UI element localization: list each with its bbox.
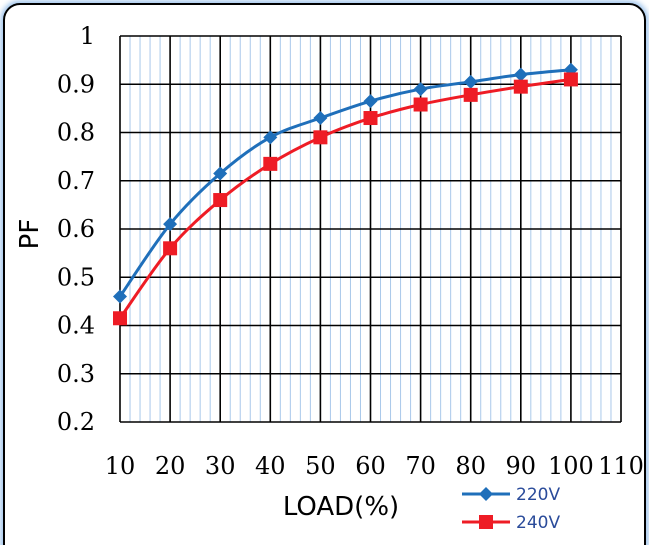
x-tick-label: 20 (155, 452, 186, 480)
y-tick-label: 0.3 (57, 360, 95, 388)
y-tick-label: 0.7 (57, 167, 95, 195)
x-axis-title: LOAD(%) (283, 492, 399, 522)
legend-label-220V: 220V (516, 485, 560, 505)
legend-marker-220V (479, 487, 493, 501)
x-tick-label: 50 (305, 452, 336, 480)
data-point-240V (513, 79, 528, 94)
x-tick-label: 40 (255, 452, 286, 480)
data-point-240V (113, 311, 127, 326)
data-point-240V (163, 241, 178, 256)
x-tick-label: 60 (355, 452, 386, 480)
data-point-240V (563, 72, 578, 87)
x-tick-label: 100 (548, 452, 594, 480)
x-tick-label: 10 (105, 452, 136, 480)
data-point-220V (163, 217, 178, 232)
y-tick-label: 0.5 (57, 263, 95, 291)
data-point-240V (213, 193, 228, 208)
data-point-220V (463, 74, 478, 89)
data-point-220V (513, 67, 528, 82)
data-point-220V (263, 130, 278, 145)
y-tick-label: 0.9 (57, 70, 95, 98)
series-line-240V (118, 77, 572, 320)
data-point-220V (363, 94, 378, 109)
y-tick-label: 0.6 (57, 215, 95, 243)
data-point-240V (263, 156, 278, 171)
x-tick-label: 70 (405, 452, 436, 480)
series-line-220V (118, 68, 572, 298)
x-tick-label: 30 (205, 452, 236, 480)
y-tick-label: 0.2 (57, 408, 95, 436)
panel-border (3, 3, 646, 545)
y-tick-label: 0.8 (57, 119, 95, 147)
y-tick-label: 0.4 (57, 312, 95, 340)
data-point-240V (463, 87, 478, 102)
data-point-240V (363, 111, 378, 126)
x-tick-label: 90 (506, 452, 537, 480)
x-tick-label: 80 (455, 452, 486, 480)
grid (119, 35, 622, 423)
data-point-240V (413, 97, 428, 112)
series (113, 62, 578, 326)
data-point-220V (113, 289, 127, 304)
legend: 220V 240V (462, 485, 560, 533)
y-tick-label: 1 (80, 22, 95, 50)
y-axis-title: PF (15, 219, 45, 250)
data-point-220V (213, 166, 228, 181)
data-point-240V (313, 130, 328, 145)
x-tick-label: 110 (598, 452, 644, 480)
data-point-220V (413, 82, 428, 97)
data-point-220V (313, 111, 328, 126)
legend-label-240V: 240V (516, 513, 560, 533)
legend-marker-240V (479, 515, 493, 529)
axes: 1 0.9 0.8 0.7 0.6 0.5 0.4 0.3 0.2 10 20 30 40 50 60 70 8… (57, 22, 644, 480)
